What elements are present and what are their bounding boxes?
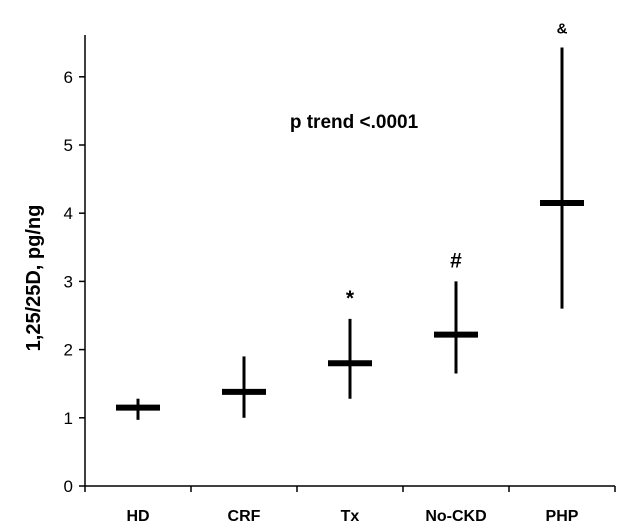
x-category-label: HD xyxy=(126,508,149,525)
significance-marker: # xyxy=(450,249,462,272)
significance-marker: & xyxy=(557,20,568,37)
x-category-label: No-CKD xyxy=(425,508,486,525)
x-category-label: CRF xyxy=(228,508,261,525)
p-trend-annotation: p trend <.0001 xyxy=(290,112,419,133)
significance-marker: * xyxy=(346,287,355,310)
x-axis: HD CRF Tx No-CKD PHP xyxy=(84,485,616,525)
y-tick-label: 0 xyxy=(64,477,73,496)
y-axis-title: 1,25/25D, pg/ng xyxy=(23,205,45,352)
chart-marks: * # & xyxy=(116,20,584,420)
x-category-label: Tx xyxy=(341,508,360,525)
y-tick-label: 1 xyxy=(64,409,73,428)
y-tick-label: 3 xyxy=(64,272,73,291)
y-axis: 0 1 2 3 4 5 6 xyxy=(64,35,86,496)
x-category-label: PHP xyxy=(546,508,579,525)
y-tick-label: 4 xyxy=(64,204,73,223)
y-tick-label: 2 xyxy=(64,341,73,360)
y-tick-label: 6 xyxy=(64,68,73,87)
y-tick-label: 5 xyxy=(64,136,73,155)
